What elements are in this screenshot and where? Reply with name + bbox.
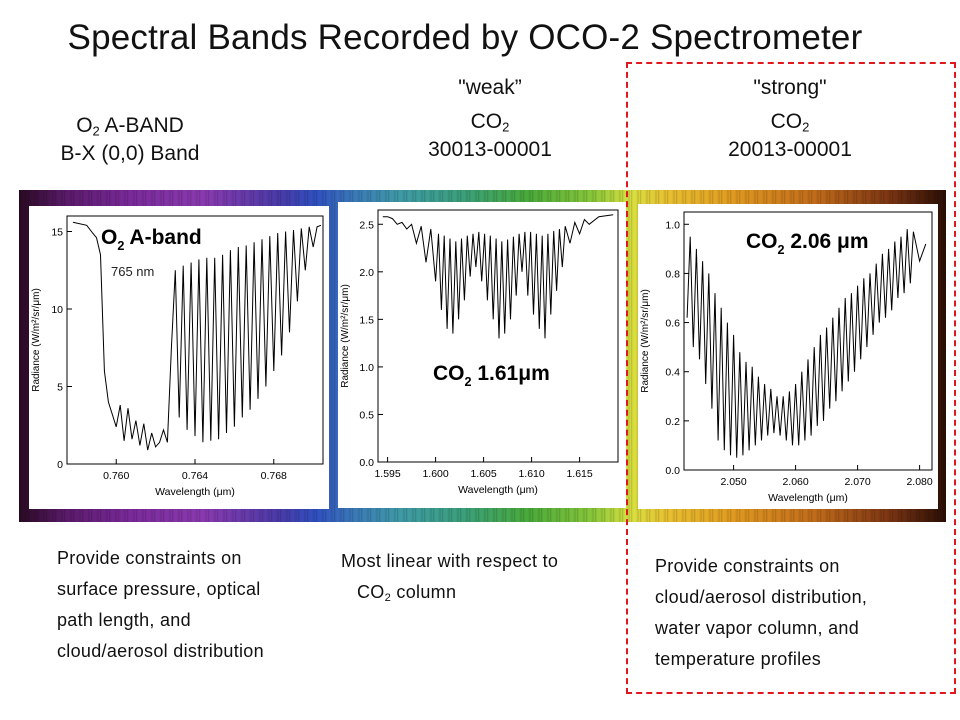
x-tick-label: 1.595 bbox=[374, 468, 400, 480]
band-header-line3: B-X (0,0) Band bbox=[60, 142, 200, 165]
spectrum-line bbox=[382, 214, 614, 339]
chart-title-part: 2.06 μm bbox=[785, 230, 869, 253]
co2-weak-band-chart: 1.595 1.600 1.605 1.610 1.615 0.0 0.5 1.0 1.5 2.0… bbox=[340, 209, 619, 496]
chart-panel-o2: 0.760 0.764 0.768 0 5 10 15 Wavelength (μm) Radi… bbox=[29, 206, 329, 509]
band-header-weak-co2: "weak” CO2 30013-00001 bbox=[380, 74, 600, 164]
x-tick-label: 2.060 bbox=[782, 476, 808, 488]
band-header-line1: "weak” bbox=[458, 76, 522, 99]
description-line: cloud/aerosol distribution, bbox=[655, 587, 868, 607]
description-o2: Provide constraints on surface pressure,… bbox=[57, 543, 327, 667]
o2-a-band-chart: 0.760 0.764 0.768 0 5 10 15 Wavelength (μm) Radi… bbox=[31, 215, 324, 498]
y-tick-label: 0.5 bbox=[359, 409, 374, 421]
plot-frame bbox=[683, 211, 933, 471]
y-tick-label: 1.0 bbox=[665, 219, 680, 231]
x-tick-label: 1.615 bbox=[566, 468, 592, 480]
x-tick-label: 1.605 bbox=[470, 468, 496, 480]
chart-title-subscript: 2 bbox=[117, 239, 124, 253]
band-header-line2: O2 A-BAND bbox=[76, 114, 184, 139]
y-tick-label: 0.0 bbox=[665, 465, 680, 477]
chart-title: CO2 1.61μm bbox=[433, 362, 550, 389]
y-tick-label: 1.5 bbox=[359, 314, 374, 326]
y-tick-label: 2.0 bbox=[359, 267, 374, 279]
x-tick-label: 1.610 bbox=[518, 468, 544, 480]
y-tick-label: 1.0 bbox=[359, 362, 374, 374]
chart-panel-co2-weak: 1.595 1.600 1.605 1.610 1.615 0.0 0.5 1.0 1.5 2.0… bbox=[338, 202, 626, 508]
y-axis-label: Radiance (W/m²/sr/μm) bbox=[640, 289, 651, 393]
description-line: temperature profiles bbox=[655, 649, 822, 669]
page-title: Spectral Bands Recorded by OCO-2 Spectro… bbox=[67, 18, 863, 57]
description-line: CO2 column bbox=[357, 582, 457, 605]
y-axis-label: Radiance (W/m²/sr/μm) bbox=[31, 288, 42, 392]
x-tick-label: 0.768 bbox=[261, 470, 287, 482]
chart-title-part: O bbox=[101, 226, 117, 249]
chart-title-part: 1.61μm bbox=[472, 362, 550, 385]
band-header-line3: 20013-00001 bbox=[728, 138, 852, 161]
y-tick-label: 0.4 bbox=[665, 367, 680, 379]
plot-frame bbox=[377, 209, 619, 463]
band-header-line1: "strong" bbox=[753, 76, 827, 99]
chart-panel-co2-strong: 2.050 2.060 2.070 2.080 0.0 0.2 0.4 0.6 0.8 1.0 Wa… bbox=[638, 204, 938, 509]
y-tick-label: 2.5 bbox=[359, 219, 374, 231]
x-axis-label: Wavelength (μm) bbox=[768, 492, 848, 504]
description-line: cloud/aerosol distribution bbox=[57, 641, 264, 661]
description-line: path length, and bbox=[57, 610, 191, 630]
co2-strong-band-chart: 2.050 2.060 2.070 2.080 0.0 0.2 0.4 0.6 0.8 1.0 Wa… bbox=[640, 211, 933, 504]
chart-title-subscript: 2 bbox=[465, 375, 472, 389]
chart-title-subscript: 2 bbox=[778, 243, 785, 257]
y-tick-label: 0.0 bbox=[359, 457, 374, 469]
description-line: Most linear with respect to bbox=[341, 551, 559, 571]
description-line: Provide constraints on bbox=[655, 556, 840, 576]
y-tick-label: 0.2 bbox=[665, 416, 680, 428]
spectrum-line bbox=[686, 229, 927, 458]
x-axis-label: Wavelength (μm) bbox=[458, 484, 538, 496]
band-header-line2: CO2 bbox=[470, 110, 510, 135]
y-axis-label: Radiance (W/m²/sr/μm) bbox=[340, 284, 351, 388]
chart-title: CO2 2.06 μm bbox=[746, 230, 869, 257]
band-header-line1 bbox=[30, 84, 230, 112]
y-tick-label: 5 bbox=[57, 382, 63, 394]
band-header-strong-co2: "strong" CO2 20013-00001 bbox=[680, 74, 900, 164]
x-tick-label: 2.070 bbox=[844, 476, 870, 488]
strong-band-highlight-box bbox=[626, 62, 956, 694]
x-tick-label: 0.760 bbox=[103, 470, 129, 482]
description-co2-weak: Most linear with respect to CO2 column bbox=[341, 546, 621, 608]
description-line: water vapor column, and bbox=[655, 618, 860, 638]
chart-title-part: CO bbox=[433, 362, 465, 385]
x-tick-label: 2.080 bbox=[906, 476, 932, 488]
chart-annotation: 765 nm bbox=[111, 264, 154, 279]
x-tick-label: 2.050 bbox=[720, 476, 746, 488]
chart-title: O2 A-band bbox=[101, 226, 202, 253]
chart-title-part: CO bbox=[746, 230, 778, 253]
spectrum-line bbox=[72, 221, 322, 451]
y-tick-label: 0.6 bbox=[665, 318, 680, 330]
y-tick-label: 0.8 bbox=[665, 268, 680, 280]
description-line: Provide constraints on bbox=[57, 548, 242, 568]
y-tick-label: 10 bbox=[51, 304, 63, 316]
description-line: surface pressure, optical bbox=[57, 579, 261, 599]
band-header-o2: O2 A-BAND B-X (0,0) Band bbox=[30, 84, 230, 168]
band-header-line2: CO2 bbox=[770, 110, 810, 135]
x-tick-label: 1.600 bbox=[422, 468, 448, 480]
x-axis-label: Wavelength (μm) bbox=[155, 486, 235, 498]
y-tick-label: 15 bbox=[51, 227, 63, 239]
x-tick-label: 0.764 bbox=[182, 470, 208, 482]
chart-title-part: A-band bbox=[124, 226, 201, 249]
band-header-line3: 30013-00001 bbox=[428, 138, 552, 161]
y-tick-label: 0 bbox=[57, 459, 63, 471]
description-co2-strong: Provide constraints on cloud/aerosol dis… bbox=[655, 551, 940, 675]
